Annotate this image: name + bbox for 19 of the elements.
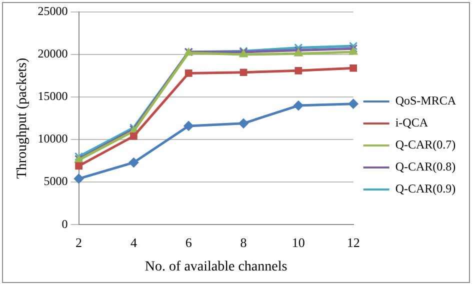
x-tick-label: 8: [240, 234, 247, 250]
y-axis-title: Throughput (packets): [15, 58, 30, 179]
legend-label: Q-CAR(0.9): [395, 182, 456, 196]
x-tick-label: 4: [130, 234, 138, 250]
legend-label: i-QCA: [395, 116, 428, 130]
legend-label: QoS-MRCA: [395, 94, 456, 108]
y-tick-label: 20000: [38, 46, 68, 61]
y-tick-label: 5000: [44, 174, 68, 188]
y-tick-label: 10000: [38, 132, 68, 146]
x-tick-label: 6: [185, 234, 192, 250]
x-axis-title: No. of available channels: [144, 259, 288, 274]
legend-label: Q-CAR(0.8): [395, 160, 456, 174]
x-tick-label: 10: [292, 234, 305, 250]
x-tick-label: 12: [346, 234, 360, 250]
legend-label: Q-CAR(0.7): [395, 138, 456, 152]
y-tick-label: 25000: [38, 4, 68, 18]
x-tick-label: 2: [76, 234, 82, 250]
y-tick-label: 0: [62, 216, 68, 231]
y-tick-label: 15000: [38, 89, 68, 104]
